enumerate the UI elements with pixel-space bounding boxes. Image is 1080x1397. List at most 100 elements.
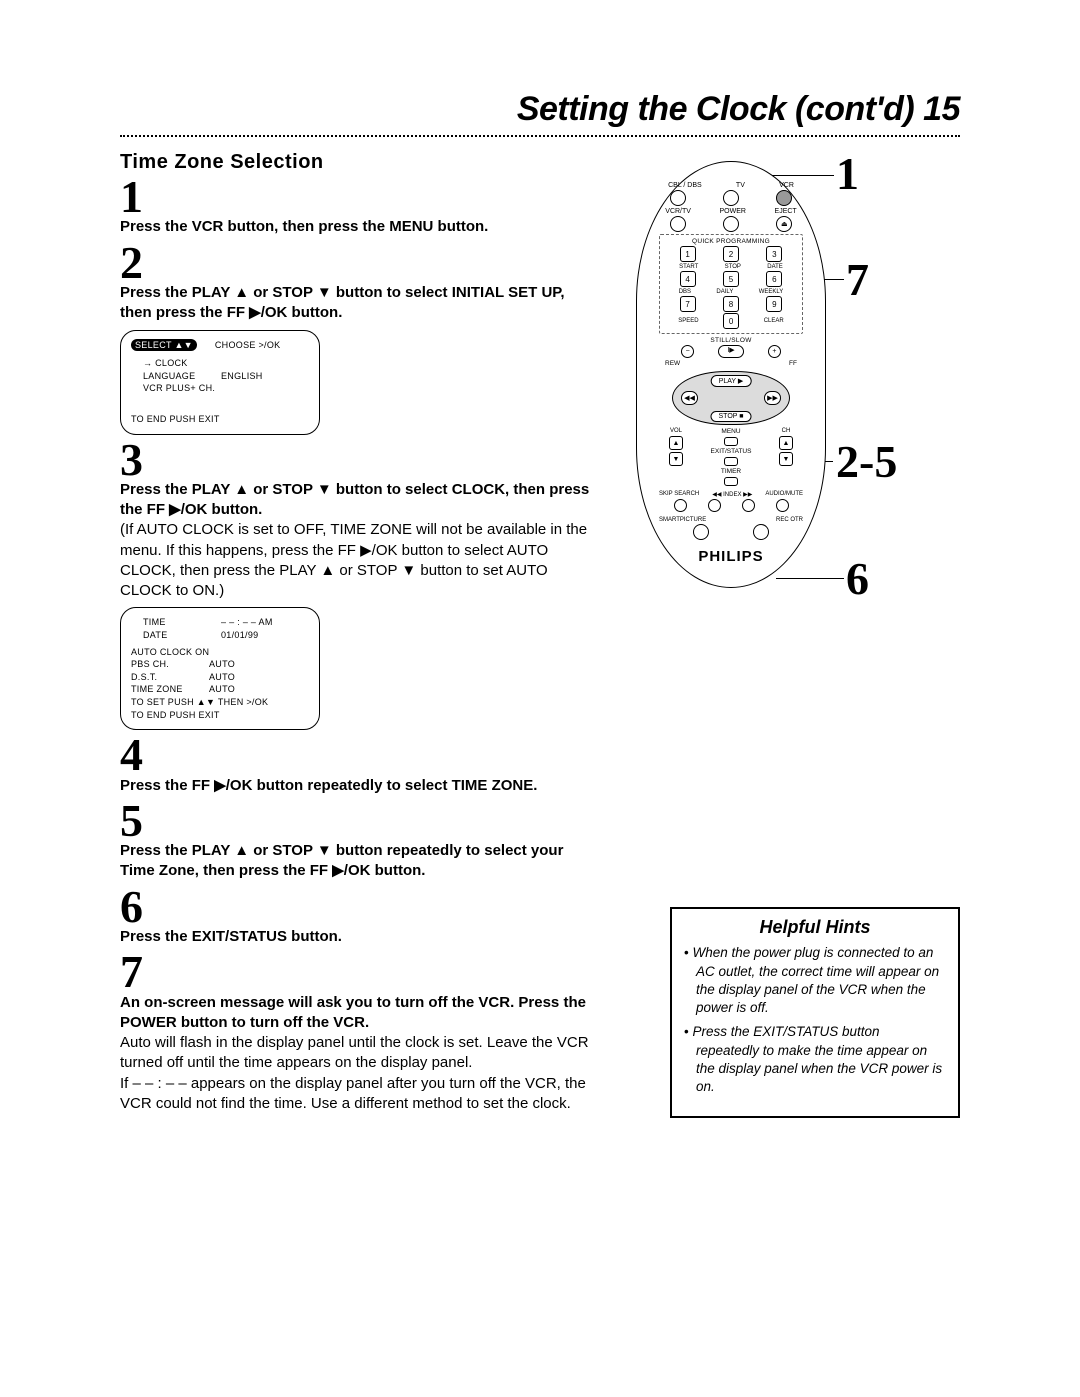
rec-button[interactable] (753, 524, 769, 540)
osd-line: DATE (143, 629, 221, 642)
osd-val: AUTO (209, 683, 235, 696)
page-title: Setting the Clock (cont'd) 15 (120, 90, 960, 129)
callout-2-5: 2-5 (836, 439, 897, 485)
cbl-button[interactable] (670, 190, 686, 206)
leader-line (768, 175, 834, 176)
num-0[interactable]: 0 (723, 313, 739, 329)
power-row: ⏏ (651, 216, 811, 232)
power-button[interactable] (723, 216, 739, 232)
osd-val: AUTO (209, 658, 235, 671)
hints-title: Helpful Hints (684, 917, 946, 938)
label-vol: VOL (670, 428, 682, 434)
plus-button[interactable]: + (768, 345, 781, 358)
num-4[interactable]: 4 (680, 271, 696, 287)
osd-choose: CHOOSE >/OK (215, 339, 281, 352)
osd-screen-2: TIME– – : – – AM DATE01/01/99 AUTO CLOCK… (120, 607, 320, 730)
label-audio: AUDIO/MUTE (765, 491, 803, 498)
stop-button[interactable]: STOP ■ (711, 411, 752, 422)
num-8[interactable]: 8 (723, 296, 739, 312)
vcrtv-button[interactable] (670, 216, 686, 232)
numpad: QUICK PROGRAMMING 1 2 3 START STOP DATE … (659, 234, 803, 334)
label-menu: MENU (721, 428, 740, 435)
vol-ch-row: VOL ▲ ▼ MENU EXIT/STATUS TIMER CH (651, 428, 811, 486)
label-vcr: VCR (779, 182, 794, 189)
label-date: DATE (767, 264, 783, 270)
vcr-button[interactable] (776, 190, 792, 206)
label-cbl: CBL / DBS (668, 182, 702, 189)
label-power: POWER (720, 208, 746, 215)
num-7[interactable]: 7 (680, 296, 696, 312)
num-5[interactable]: 5 (723, 271, 739, 287)
callout-7: 7 (846, 257, 869, 303)
step-3: 3 Press the PLAY ▲ or STOP ▼ button to s… (120, 439, 590, 602)
step-number: 7 (120, 951, 590, 992)
transport-pad: PLAY ▶ ◀◀ ▶▶ STOP ■ (672, 371, 790, 425)
label-eject: EJECT (775, 208, 797, 215)
label-timer: TIMER (721, 468, 741, 475)
skip-button[interactable] (674, 499, 687, 512)
remote-labels: CBL / DBS TV VCR (651, 182, 811, 189)
ff-button[interactable]: ▶▶ (764, 391, 781, 405)
step-6: 6 Press the EXIT/STATUS button. (120, 886, 590, 948)
ch-up-button[interactable]: ▲ (779, 436, 793, 450)
osd-line: PBS CH. (131, 658, 209, 671)
osd-footer: TO END PUSH EXIT (131, 709, 309, 722)
label-quick-programming: QUICK PROGRAMMING (666, 238, 796, 245)
label-start: START (679, 264, 698, 270)
vol-down-button[interactable]: ▼ (669, 452, 683, 466)
num-6[interactable]: 6 (766, 271, 782, 287)
eject-button[interactable]: ⏏ (776, 216, 792, 232)
exit-button[interactable] (724, 457, 738, 466)
label-daily: DAILY (716, 289, 733, 295)
vol-up-button[interactable]: ▲ (669, 436, 683, 450)
osd-line: VCR PLUS+ CH. (143, 382, 215, 395)
content-columns: Time Zone Selection 1 Press the VCR butt… (120, 151, 960, 1118)
tv-button[interactable] (723, 190, 739, 206)
step-text: Press the PLAY ▲ or STOP ▼ button to sel… (120, 283, 590, 324)
step-number: 4 (120, 734, 590, 775)
osd-val: AUTO (209, 671, 235, 684)
step-text: Press the EXIT/STATUS button. (120, 927, 590, 947)
index-rev-button[interactable] (708, 499, 721, 512)
index-fwd-button[interactable] (742, 499, 755, 512)
label-rec: REC (776, 517, 789, 523)
num-9[interactable]: 9 (766, 296, 782, 312)
label-smartpicture: SMARTPICTURE (659, 517, 706, 523)
callout-6: 6 (846, 556, 869, 602)
ch-down-button[interactable]: ▼ (779, 452, 793, 466)
rew-button[interactable]: ◀◀ (681, 391, 698, 405)
timer-button[interactable] (724, 477, 738, 486)
label-dbs: DBS (679, 289, 691, 295)
menu-button[interactable] (724, 437, 738, 446)
step-1: 1 Press the VCR button, then press the M… (120, 176, 590, 238)
smartpicture-button[interactable] (693, 524, 709, 540)
slow-button[interactable]: I▶ (718, 345, 743, 358)
label-stillslow: STILL/SLOW (651, 337, 811, 344)
label-clear: CLEAR (764, 318, 784, 324)
osd-screen-1: SELECT ▲▼CHOOSE >/OK → CLOCK LANGUAGEENG… (120, 330, 320, 435)
label-skip: SKIP SEARCH (659, 491, 699, 498)
page-header: Setting the Clock (cont'd) 15 (120, 90, 960, 137)
step-4: 4 Press the FF ▶/OK button repeatedly to… (120, 734, 590, 796)
step-number: 2 (120, 242, 590, 283)
osd-val: 01/01/99 (221, 629, 258, 642)
callout-1: 1 (836, 151, 859, 197)
step-body: (If AUTO CLOCK is set to OFF, TIME ZONE … (120, 520, 590, 601)
num-1[interactable]: 1 (680, 246, 696, 262)
osd-line: LANGUAGE (143, 370, 221, 383)
label-tv: TV (736, 182, 745, 189)
play-button[interactable]: PLAY ▶ (711, 375, 752, 387)
step-7: 7 An on-screen message will ask you to t… (120, 951, 590, 1114)
num-3[interactable]: 3 (766, 246, 782, 262)
dotted-rule (120, 135, 960, 137)
step-2: 2 Press the PLAY ▲ or STOP ▼ button to s… (120, 242, 590, 324)
remote-wrap: 1 7 2-5 6 CBL / DBS TV VCR (636, 161, 906, 588)
step-number: 6 (120, 886, 590, 927)
osd-line: AUTO CLOCK ON (131, 646, 209, 659)
num-2[interactable]: 2 (723, 246, 739, 262)
label-speed: SPEED (678, 318, 698, 324)
label-ch: CH (782, 428, 791, 434)
minus-button[interactable]: − (681, 345, 694, 358)
audio-button[interactable] (776, 499, 789, 512)
label-ff: FF (789, 360, 797, 367)
